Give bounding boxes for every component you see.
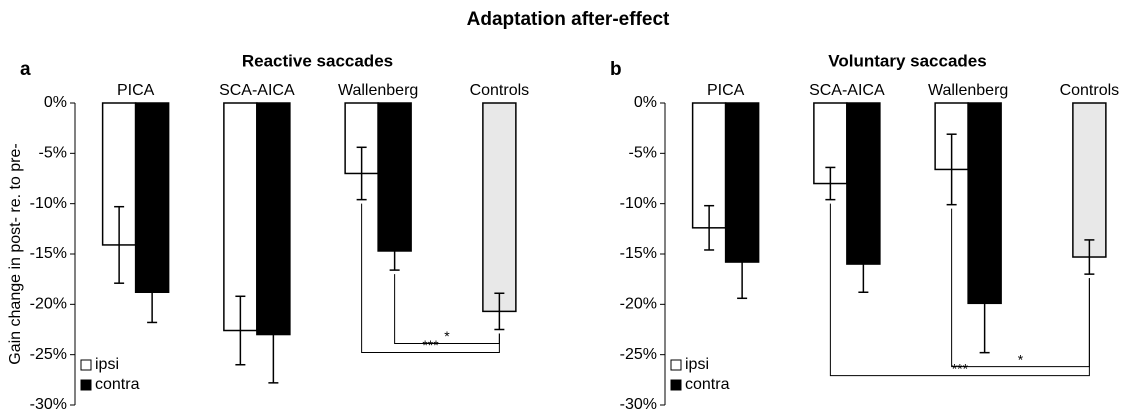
legend-label: ipsi: [95, 356, 119, 373]
significance-bracket: [361, 203, 500, 353]
category-label: PICA: [707, 82, 745, 99]
y-tick-label: -5%: [39, 145, 67, 162]
y-tick-label: -20%: [620, 296, 657, 313]
category-label: Wallenberg: [928, 82, 1008, 99]
y-tick-label: 0%: [44, 94, 67, 111]
y-tick-label: -10%: [620, 195, 657, 212]
legend-label: contra: [95, 376, 140, 393]
y-tick-label: -25%: [620, 346, 657, 363]
y-tick-label: -25%: [30, 346, 67, 363]
y-tick-label: -15%: [30, 245, 67, 262]
bar: [223, 102, 258, 332]
significance-label: *: [444, 328, 450, 344]
legend-swatch: [80, 379, 92, 391]
significance-label: *: [1018, 351, 1024, 367]
legend-swatch: [80, 359, 92, 371]
category-label: PICA: [117, 82, 155, 99]
panel-letter: b: [610, 59, 622, 80]
panel-letter: a: [20, 59, 31, 80]
bar: [134, 102, 170, 294]
legend-swatch: [670, 359, 682, 371]
legend-label: ipsi: [685, 356, 709, 373]
y-tick-label: -5%: [629, 145, 657, 162]
y-tick-label: 0%: [634, 94, 657, 111]
bar: [377, 102, 412, 252]
y-axis-label: Gain change in post- re. to pre-: [7, 143, 24, 364]
category-label: SCA-AICA: [809, 82, 885, 99]
figure-title: Adaptation after-effect: [467, 9, 670, 30]
control-bar: [1072, 102, 1107, 258]
control-bar: [482, 102, 517, 313]
panel-title: Voluntary saccades: [828, 51, 986, 70]
category-label: Controls: [1060, 82, 1120, 99]
category-label: Wallenberg: [338, 82, 418, 99]
legend-label: contra: [685, 376, 730, 393]
y-tick-label: -10%: [30, 195, 67, 212]
significance-label: ***: [422, 337, 439, 353]
y-tick-label: -15%: [620, 245, 657, 262]
legend-swatch: [670, 379, 682, 391]
panel-title: Reactive saccades: [242, 51, 393, 70]
y-tick-label: -20%: [30, 296, 67, 313]
category-label: SCA-AICA: [219, 82, 295, 99]
category-label: Controls: [470, 82, 530, 99]
y-tick-label: -30%: [30, 396, 67, 413]
significance-label: ***: [952, 360, 969, 376]
significance-bracket: [829, 203, 1090, 377]
y-tick-label: -30%: [620, 396, 657, 413]
